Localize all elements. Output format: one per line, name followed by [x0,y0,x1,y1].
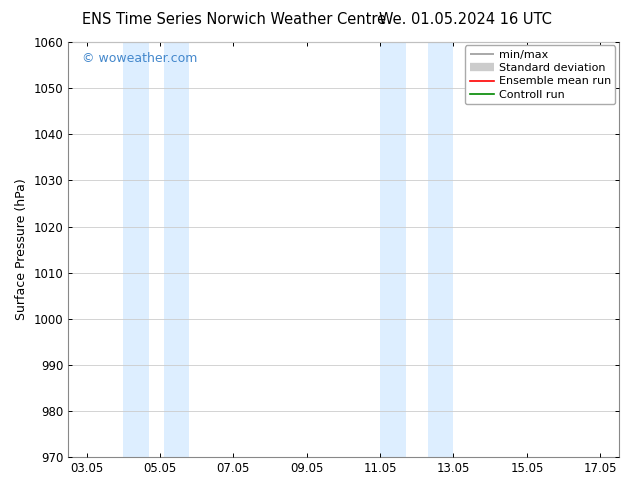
Text: We. 01.05.2024 16 UTC: We. 01.05.2024 16 UTC [378,12,552,27]
Bar [164,42,190,457]
Text: ENS Time Series Norwich Weather Centre: ENS Time Series Norwich Weather Centre [82,12,387,27]
Y-axis label: Surface Pressure (hPa): Surface Pressure (hPa) [15,179,28,320]
Text: © woweather.com: © woweather.com [82,52,197,66]
Bar [428,42,453,457]
Legend: min/max, Standard deviation, Ensemble mean run, Controll run: min/max, Standard deviation, Ensemble me… [465,46,615,104]
Bar [123,42,149,457]
Bar [380,42,406,457]
